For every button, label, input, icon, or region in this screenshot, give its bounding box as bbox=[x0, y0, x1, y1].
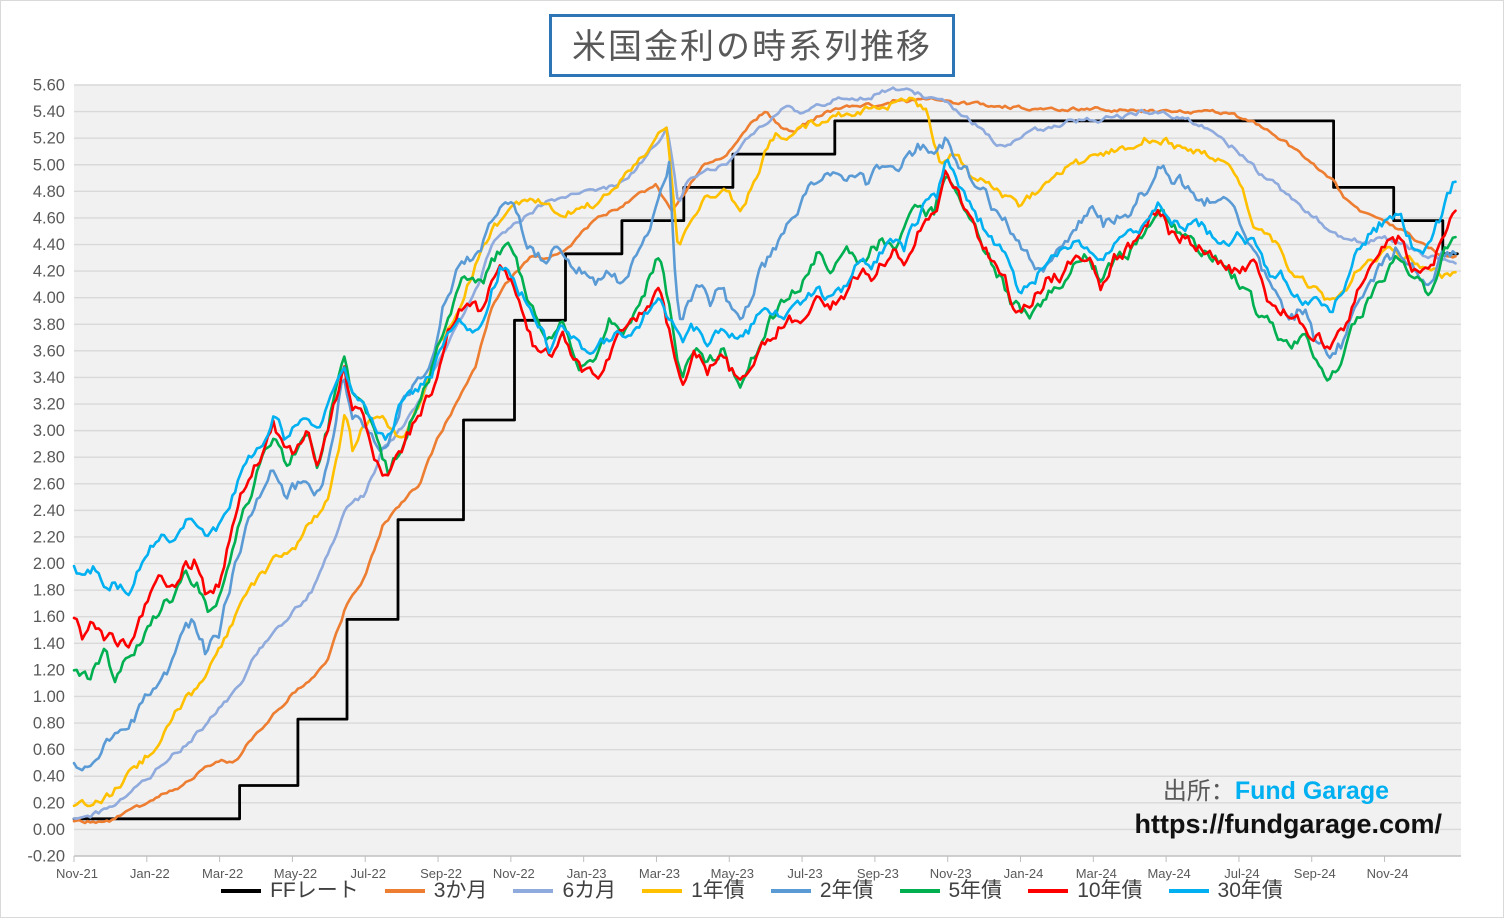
legend-label: 2年債 bbox=[819, 879, 874, 902]
legend-label: 1年債 bbox=[691, 879, 745, 902]
series-line-5 bbox=[72, 136, 1457, 772]
y-tick-label: 5.00 bbox=[33, 156, 65, 174]
y-tick-label: 2.60 bbox=[33, 475, 65, 493]
legend-item: 5年債 bbox=[899, 879, 1003, 902]
legend-item: 6カ月 bbox=[513, 880, 616, 901]
x-tick-label: Nov-22 bbox=[493, 866, 535, 881]
source-brand: Fund Garage bbox=[1234, 777, 1389, 805]
legend-line-swatch bbox=[642, 888, 683, 893]
plot-background bbox=[74, 85, 1461, 856]
legend-line-swatch bbox=[770, 888, 811, 893]
legend-label: 10年債 bbox=[1077, 879, 1143, 902]
y-tick-label: 3.20 bbox=[33, 396, 65, 414]
x-tick-label: Jul-24 bbox=[1224, 866, 1259, 881]
x-tick-label: Jul-23 bbox=[787, 866, 822, 881]
chart-title: 米国金利の時系列推移 bbox=[572, 29, 932, 66]
source-label: 出所： bbox=[1162, 779, 1235, 805]
series-line-1 bbox=[72, 119, 1459, 821]
y-tick-label: 3.00 bbox=[33, 422, 65, 440]
x-tick-label: Jul-22 bbox=[351, 866, 386, 881]
series-line-3 bbox=[72, 86, 1457, 820]
source-credit: 出所：Fund Garage bbox=[1163, 771, 1389, 806]
x-tick-label: Jan-24 bbox=[1004, 866, 1044, 881]
y-tick-label: 2.00 bbox=[33, 555, 65, 573]
y-tick-label: 5.20 bbox=[33, 130, 65, 148]
chart-title-box: 米国金利の時系列推移 bbox=[549, 14, 955, 77]
legend-label: 3か月 bbox=[433, 879, 488, 902]
source-url: https://fundgarage.com/ bbox=[1134, 809, 1442, 839]
y-tick-label: 5.40 bbox=[33, 103, 65, 121]
y-tick-label: 1.20 bbox=[33, 661, 65, 679]
y-tick-label: 1.60 bbox=[33, 608, 65, 626]
y-tick-label: 4.40 bbox=[33, 236, 65, 254]
series-line-4 bbox=[72, 96, 1457, 808]
x-tick-label: Jan-23 bbox=[567, 866, 607, 881]
x-tick-label: Nov-23 bbox=[930, 866, 972, 881]
x-tick-label: May-23 bbox=[711, 866, 754, 881]
legend-item: 10年債 bbox=[1028, 879, 1143, 902]
x-tick-label: Sep-23 bbox=[857, 866, 899, 881]
legend-line-swatch bbox=[899, 888, 940, 893]
y-tick-label: 1.40 bbox=[33, 635, 65, 653]
legend-label: 5年債 bbox=[948, 879, 1003, 902]
y-tick-label: 4.20 bbox=[33, 263, 65, 281]
y-tick-label: -0.20 bbox=[27, 848, 65, 866]
x-tick-label: Sep-22 bbox=[420, 866, 462, 881]
y-tick-label: 1.80 bbox=[33, 582, 65, 600]
legend-item: 2年債 bbox=[770, 879, 874, 902]
series-line-2 bbox=[72, 96, 1457, 825]
y-tick-label: 2.80 bbox=[33, 449, 65, 467]
x-tick-label: Mar-24 bbox=[1076, 866, 1117, 881]
x-tick-label: Mar-22 bbox=[202, 866, 243, 881]
y-tick-label: 4.60 bbox=[33, 209, 65, 227]
x-tick-label: Mar-23 bbox=[639, 866, 680, 881]
legend-item: 3か月 bbox=[384, 879, 488, 902]
y-tick-label: 5.60 bbox=[33, 77, 65, 95]
x-tick-label: Nov-21 bbox=[56, 866, 98, 881]
y-tick-label: 0.60 bbox=[33, 741, 65, 759]
y-tick-label: 3.40 bbox=[33, 369, 65, 387]
legend-item: FFレート bbox=[221, 880, 359, 901]
y-tick-label: 2.20 bbox=[33, 528, 65, 546]
series-line-8 bbox=[72, 158, 1457, 597]
legend-line-swatch bbox=[513, 888, 554, 893]
series-line-7 bbox=[72, 169, 1457, 649]
legend-label: 6カ月 bbox=[562, 879, 617, 902]
legend-item: 1年債 bbox=[642, 880, 745, 901]
chart-legend: FFレート 3か月 6カ月 1年債 2年債 5年債 10年債 30年債 bbox=[1, 880, 1503, 901]
legend-line-swatch bbox=[1168, 888, 1209, 893]
legend-line-swatch bbox=[384, 888, 425, 893]
y-tick-label: 3.60 bbox=[33, 342, 65, 360]
y-tick-label: 0.00 bbox=[33, 821, 65, 839]
x-tick-label: May-24 bbox=[1147, 866, 1190, 881]
x-tick-label: May-22 bbox=[274, 866, 317, 881]
y-tick-label: 0.40 bbox=[33, 768, 65, 786]
y-tick-label: 4.80 bbox=[33, 183, 65, 201]
y-tick-label: 3.80 bbox=[33, 316, 65, 334]
y-tick-label: 1.00 bbox=[33, 688, 65, 706]
x-tick-label: Jan-22 bbox=[130, 866, 170, 881]
x-tick-label: Nov-24 bbox=[1367, 866, 1409, 881]
y-tick-label: 4.00 bbox=[33, 289, 65, 307]
y-tick-label: 0.20 bbox=[33, 794, 65, 812]
legend-label: FFレート bbox=[270, 879, 359, 902]
y-tick-label: 2.40 bbox=[33, 502, 65, 520]
legend-line-swatch bbox=[1028, 888, 1069, 893]
y-tick-label: 0.80 bbox=[33, 715, 65, 733]
legend-line-swatch bbox=[221, 888, 262, 893]
legend-item: 30年債 bbox=[1168, 879, 1283, 902]
legend-label: 30年債 bbox=[1217, 879, 1283, 902]
x-tick-label: Sep-24 bbox=[1294, 866, 1336, 881]
